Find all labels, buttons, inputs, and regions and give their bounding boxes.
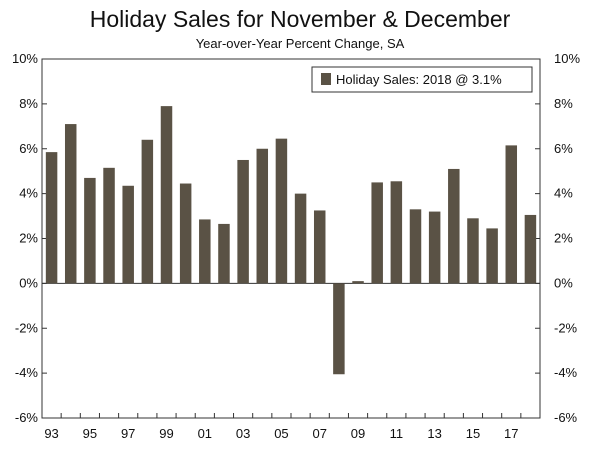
y-tick-label-right: 10% <box>554 51 580 66</box>
bar-2002 <box>218 223 230 284</box>
x-tick-label: 05 <box>274 426 288 441</box>
y-axis-left: -6% -4% -2% 0% 2% 4% 6% 8% 10% <box>12 51 47 425</box>
x-tick-label: 07 <box>312 426 326 441</box>
bar-2000 <box>179 183 192 284</box>
bars <box>45 106 537 375</box>
legend-label: Holiday Sales: 2018 @ 3.1% <box>336 72 502 87</box>
bar-2003 <box>237 159 249 284</box>
y-tick-label-left: -6% <box>15 410 39 425</box>
bar-2017 <box>505 145 518 284</box>
x-tick-label: 09 <box>351 426 365 441</box>
bar-1995 <box>84 177 96 284</box>
y-tick-label-left: 0% <box>19 275 38 290</box>
bar-2008 <box>333 283 345 375</box>
bar-2011 <box>390 181 403 284</box>
x-tick-label: 03 <box>236 426 250 441</box>
y-tick-label-left: -4% <box>15 365 39 380</box>
x-tick-label: 15 <box>466 426 480 441</box>
bar-2009 <box>352 281 364 284</box>
y-tick-label-right: 4% <box>554 186 573 201</box>
legend-swatch <box>321 73 331 85</box>
y-tick-label-right: 8% <box>554 96 573 111</box>
y-tick-label-right: -4% <box>554 365 578 380</box>
x-tick-label: 99 <box>159 426 173 441</box>
y-tick-label-left: -2% <box>15 320 39 335</box>
x-tick-label: 17 <box>504 426 518 441</box>
y-tick-label-right: 6% <box>554 141 573 156</box>
bar-2001 <box>199 219 211 284</box>
y-axis-right: -6% -4% -2% 0% 2% 4% 6% 8% 10% <box>535 51 580 425</box>
x-tick-label: 93 <box>44 426 58 441</box>
chart-subtitle: Year-over-Year Percent Change, SA <box>195 36 405 51</box>
bar-2006 <box>294 193 307 284</box>
x-axis: 93 95 97 99 01 03 05 07 09 11 13 15 17 <box>41 413 541 441</box>
bar-1997 <box>122 185 134 284</box>
y-tick-label-right: 2% <box>554 231 573 246</box>
bar-1993 <box>45 152 58 284</box>
legend-box <box>311 66 533 93</box>
y-tick-label-right: -2% <box>554 320 578 335</box>
x-tick-label: 11 <box>390 426 404 441</box>
bar-2014 <box>448 168 460 284</box>
y-tick-label-left: 4% <box>19 186 38 201</box>
y-tick-label-right: 0% <box>554 275 573 290</box>
y-tick-label-left: 6% <box>19 141 38 156</box>
legend: Holiday Sales: 2018 @ 3.1% <box>311 66 533 93</box>
plot-area-frame <box>41 58 541 419</box>
bar-1994 <box>64 124 77 284</box>
x-tick-label: 01 <box>198 426 212 441</box>
bar-2010 <box>371 182 383 284</box>
bar-1998 <box>141 139 154 284</box>
x-tick-label: 97 <box>121 426 135 441</box>
bar-1999 <box>160 106 173 284</box>
y-tick-label-left: 8% <box>19 96 38 111</box>
bar-2007 <box>313 210 326 284</box>
bar-2018 <box>524 214 537 284</box>
bar-2013 <box>428 211 441 284</box>
y-tick-label-left: 2% <box>19 231 38 246</box>
y-tick-label-right: -6% <box>554 410 578 425</box>
x-tick-label: 95 <box>83 426 97 441</box>
bar-2005 <box>275 138 288 284</box>
y-tick-label-left: 10% <box>12 51 38 66</box>
x-tick-label: 13 <box>427 426 441 441</box>
bar-2012 <box>409 209 422 284</box>
bar-2015 <box>467 218 479 284</box>
bar-2016 <box>486 228 498 284</box>
bar-1996 <box>103 167 115 284</box>
chart-title: Holiday Sales for November & December <box>89 6 511 32</box>
bar-2004 <box>256 148 269 284</box>
